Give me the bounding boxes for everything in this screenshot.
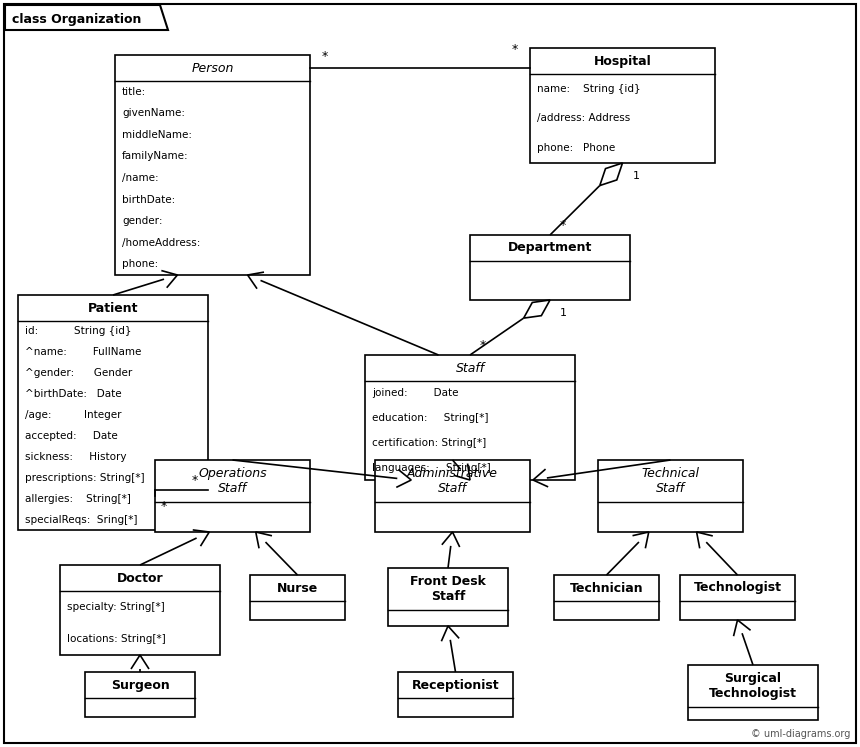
Text: Person: Person	[191, 61, 234, 75]
Text: /name:: /name:	[122, 173, 158, 183]
Text: name:    String {id}: name: String {id}	[537, 84, 641, 94]
Text: middleName:: middleName:	[122, 130, 192, 140]
Text: languages:     String[*]: languages: String[*]	[372, 462, 491, 473]
Bar	[530, 48, 715, 163]
Text: /homeAddress:: /homeAddress:	[122, 238, 200, 248]
Polygon shape	[5, 5, 168, 30]
Text: allergies:    String[*]: allergies: String[*]	[25, 494, 131, 503]
Bar	[365, 355, 575, 480]
Bar	[18, 295, 208, 530]
Text: Receptionist: Receptionist	[412, 678, 500, 692]
Text: *: *	[322, 50, 329, 63]
Bar	[375, 460, 530, 532]
Text: Front Desk
Staff: Front Desk Staff	[410, 575, 486, 603]
Text: education:     String[*]: education: String[*]	[372, 413, 488, 423]
Text: accepted:     Date: accepted: Date	[25, 431, 118, 441]
Text: locations: String[*]: locations: String[*]	[67, 634, 166, 644]
Text: Technician: Technician	[569, 581, 643, 595]
Text: id:           String {id}: id: String {id}	[25, 326, 132, 336]
Text: *: *	[560, 219, 566, 232]
Text: Administrative
Staff: Administrative Staff	[407, 467, 498, 495]
Text: /age:          Integer: /age: Integer	[25, 410, 121, 420]
Text: ^gender:      Gender: ^gender: Gender	[25, 368, 132, 378]
Text: specialReqs:  Sring[*]: specialReqs: Sring[*]	[25, 515, 138, 524]
Bar	[85, 672, 195, 717]
Text: Staff: Staff	[456, 362, 484, 374]
Text: gender:: gender:	[122, 216, 163, 226]
Text: © uml-diagrams.org: © uml-diagrams.org	[751, 729, 850, 739]
Text: certification: String[*]: certification: String[*]	[372, 438, 486, 448]
Bar	[470, 235, 630, 300]
Text: phone:: phone:	[122, 259, 158, 269]
Text: joined:        Date: joined: Date	[372, 388, 458, 398]
Bar	[398, 672, 513, 717]
Text: phone:   Phone: phone: Phone	[537, 143, 615, 153]
Text: *: *	[192, 474, 198, 487]
Text: familyName:: familyName:	[122, 152, 188, 161]
Text: prescriptions: String[*]: prescriptions: String[*]	[25, 473, 144, 483]
Polygon shape	[524, 300, 550, 318]
Text: *: *	[161, 500, 167, 513]
Text: Technical
Staff: Technical Staff	[642, 467, 699, 495]
Bar	[155, 460, 310, 532]
Text: *: *	[512, 43, 518, 56]
Text: 1: 1	[632, 171, 640, 181]
Text: Surgeon: Surgeon	[111, 678, 169, 692]
Bar	[680, 575, 795, 620]
Polygon shape	[599, 163, 623, 185]
Text: title:: title:	[122, 87, 146, 97]
Text: givenName:: givenName:	[122, 108, 185, 118]
Text: /address: Address: /address: Address	[537, 114, 630, 123]
Text: class Organization: class Organization	[12, 13, 141, 26]
Text: Operations
Staff: Operations Staff	[198, 467, 267, 495]
Bar	[388, 568, 508, 626]
Text: Hospital: Hospital	[593, 55, 651, 67]
Text: Patient: Patient	[88, 302, 138, 314]
Text: Technologist: Technologist	[693, 581, 782, 595]
Text: Surgical
Technologist: Surgical Technologist	[709, 672, 797, 700]
Bar	[688, 665, 818, 720]
Bar	[598, 460, 743, 532]
Bar	[250, 575, 345, 620]
Text: *: *	[480, 339, 486, 352]
Text: Department: Department	[507, 241, 593, 255]
Text: ^birthDate:   Date: ^birthDate: Date	[25, 389, 121, 399]
Text: birthDate:: birthDate:	[122, 194, 175, 205]
Text: sickness:     History: sickness: History	[25, 452, 126, 462]
Text: ^name:        FullName: ^name: FullName	[25, 347, 141, 357]
Bar	[115, 55, 310, 275]
Bar	[60, 565, 220, 655]
Text: 1: 1	[560, 308, 567, 318]
Text: Nurse: Nurse	[277, 581, 318, 595]
Bar	[554, 575, 659, 620]
Text: specialty: String[*]: specialty: String[*]	[67, 602, 165, 612]
Text: Doctor: Doctor	[117, 571, 163, 584]
